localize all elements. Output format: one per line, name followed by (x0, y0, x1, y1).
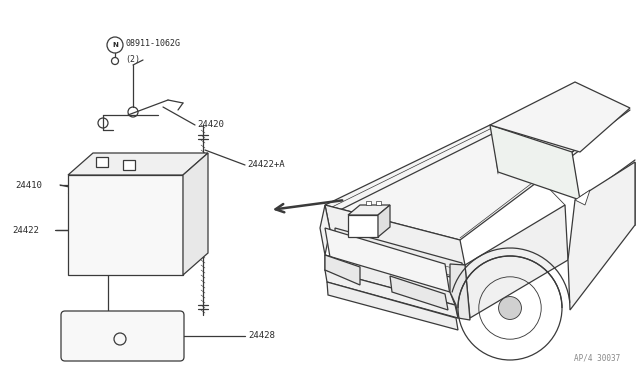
Text: 24428: 24428 (248, 331, 275, 340)
Polygon shape (490, 125, 580, 200)
Text: AP/4 30037: AP/4 30037 (573, 353, 620, 362)
Polygon shape (325, 205, 465, 265)
Text: N: N (112, 42, 118, 48)
Polygon shape (325, 270, 458, 318)
Polygon shape (325, 255, 455, 305)
Text: 24422+A: 24422+A (247, 160, 285, 169)
Polygon shape (320, 205, 330, 255)
Polygon shape (465, 205, 568, 318)
Bar (366, 201, 371, 205)
Polygon shape (575, 190, 590, 205)
Polygon shape (68, 153, 208, 175)
Bar (376, 201, 381, 205)
Polygon shape (335, 228, 462, 280)
Polygon shape (450, 264, 470, 320)
Polygon shape (123, 160, 135, 170)
Text: 24422: 24422 (12, 225, 39, 234)
Polygon shape (327, 282, 458, 330)
FancyBboxPatch shape (61, 311, 184, 361)
Polygon shape (96, 157, 108, 167)
Polygon shape (183, 153, 208, 275)
Polygon shape (325, 125, 580, 240)
Text: 08911-1062G: 08911-1062G (125, 38, 180, 48)
Text: 24420: 24420 (197, 119, 224, 128)
Polygon shape (378, 205, 390, 237)
Polygon shape (348, 205, 390, 215)
Text: (2): (2) (125, 55, 140, 64)
Circle shape (111, 58, 118, 64)
Polygon shape (325, 228, 450, 295)
Polygon shape (348, 215, 378, 237)
Polygon shape (568, 162, 635, 310)
Polygon shape (490, 82, 630, 152)
Polygon shape (390, 276, 448, 310)
Polygon shape (68, 175, 183, 275)
Polygon shape (325, 255, 360, 285)
Text: 24410: 24410 (15, 180, 42, 189)
Circle shape (499, 296, 522, 320)
